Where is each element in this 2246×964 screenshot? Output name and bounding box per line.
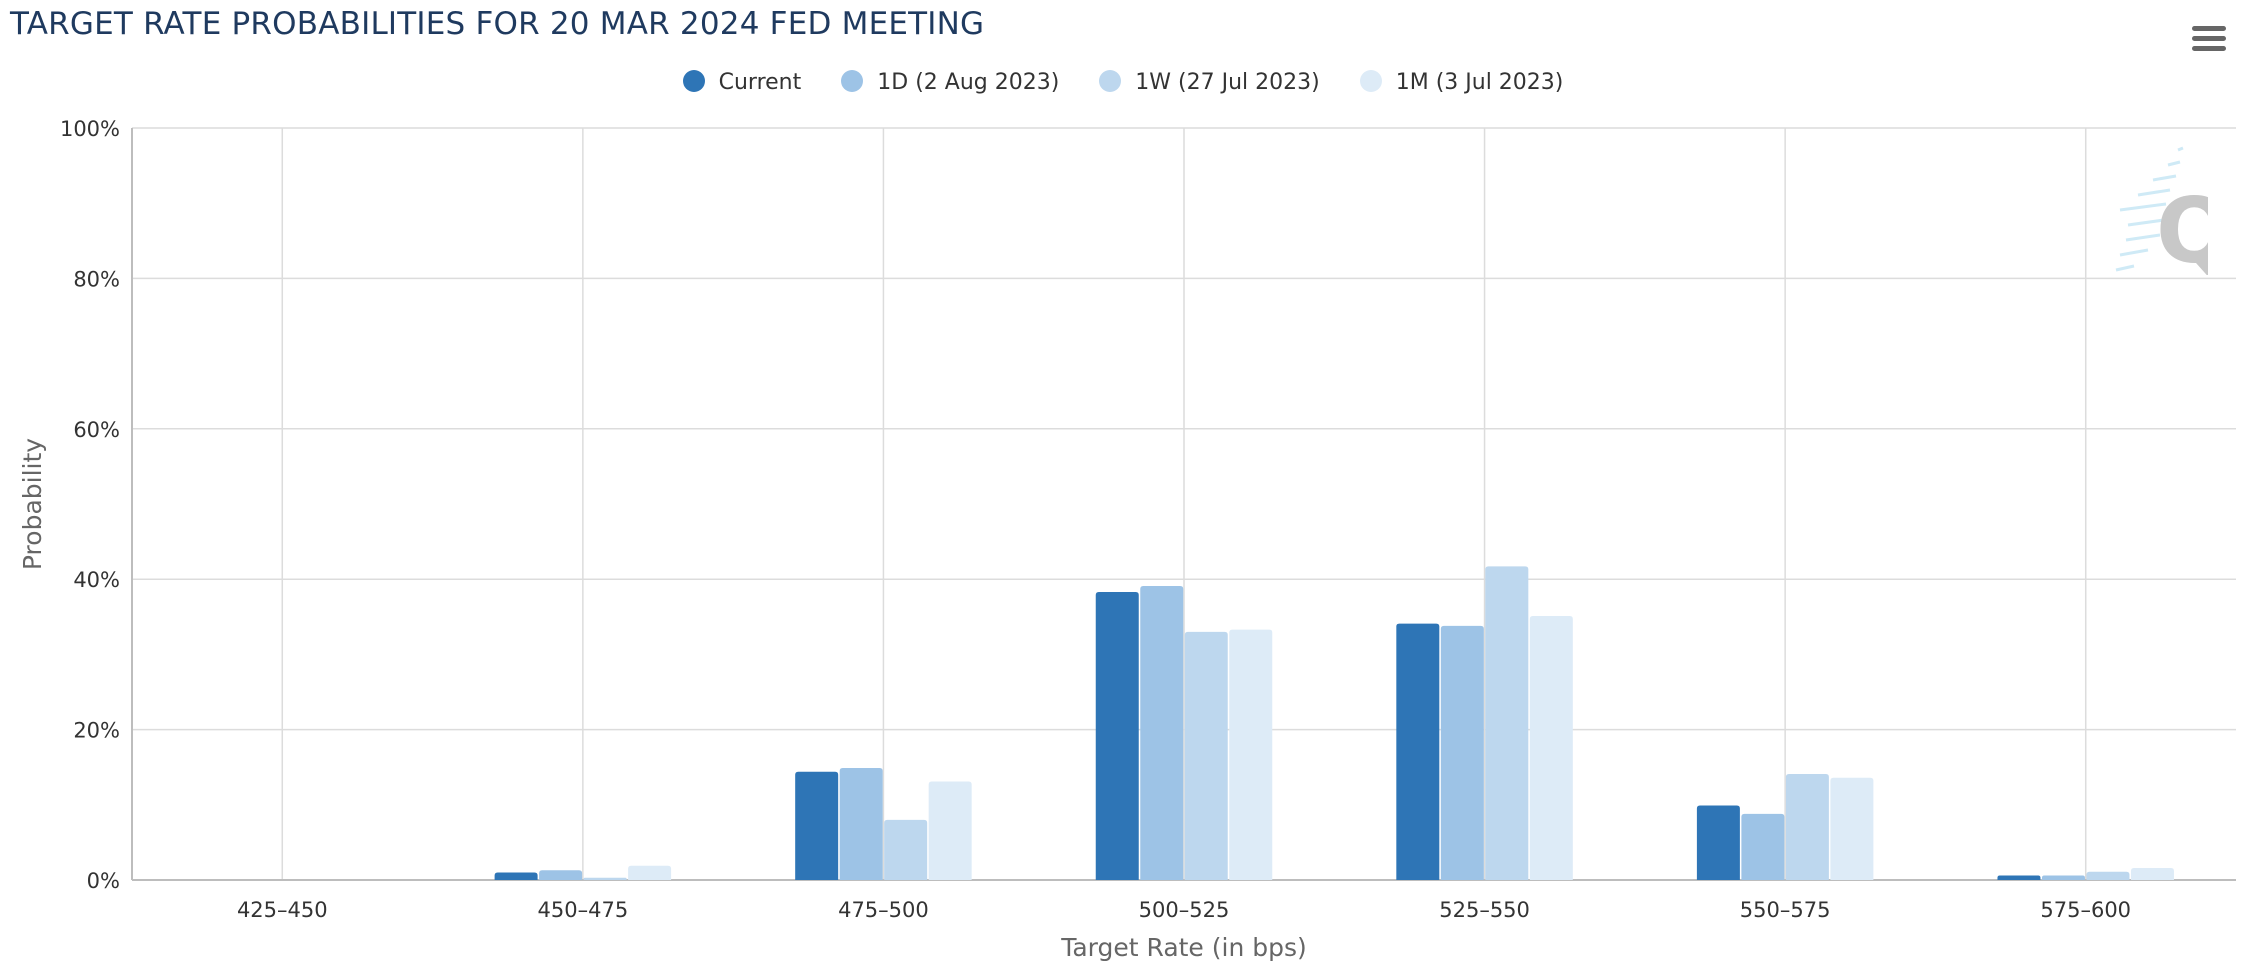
bar-3-4 bbox=[1184, 631, 1228, 880]
legend-label: Current bbox=[718, 70, 802, 95]
legend-label: 1W (27 Jul 2023) bbox=[1135, 70, 1320, 95]
chart-title: TARGET RATE PROBABILITIES FOR 20 MAR 202… bbox=[10, 6, 985, 42]
legend-label: 1M (3 Jul 2023) bbox=[1395, 70, 1564, 95]
legend-marker bbox=[841, 70, 864, 92]
x-tick-label: 450–475 bbox=[538, 898, 629, 922]
y-tick-label: 40% bbox=[73, 568, 120, 592]
bar-4-4 bbox=[1229, 629, 1273, 880]
bar-4-6 bbox=[1830, 777, 1874, 880]
bar-1-6 bbox=[1696, 805, 1740, 880]
bar-2-6 bbox=[1741, 813, 1785, 880]
bar-4-5 bbox=[1529, 616, 1573, 880]
legend: Current 1D (2 Aug 2023) 1W (27 Jul 2023) 1M… bbox=[0, 70, 2246, 95]
bar-1-7 bbox=[1997, 875, 2041, 880]
x-tick-label: 425–450 bbox=[237, 898, 328, 922]
hamburger-menu-icon[interactable] bbox=[2192, 26, 2226, 56]
y-tick-label: 100% bbox=[60, 117, 120, 141]
y-tick-label: 80% bbox=[73, 267, 120, 291]
q-logo-icon: Q bbox=[2115, 146, 2208, 284]
bar-3-5 bbox=[1485, 566, 1529, 880]
bar-1-3 bbox=[795, 771, 839, 880]
x-tick-label: 575–600 bbox=[2040, 898, 2131, 922]
y-tick-label: 20% bbox=[73, 719, 120, 743]
bar-4-2 bbox=[628, 865, 672, 880]
legend-marker bbox=[682, 70, 705, 92]
bar-3-3 bbox=[884, 819, 928, 880]
bar-2-4 bbox=[1140, 585, 1184, 880]
bar-4-7 bbox=[2130, 867, 2174, 880]
legend-marker bbox=[1099, 70, 1122, 92]
legend-marker bbox=[1359, 70, 1382, 92]
legend-label: 1D (2 Aug 2023) bbox=[877, 70, 1060, 95]
y-axis-title: Probability bbox=[18, 438, 47, 570]
x-tick-label: 500–525 bbox=[1139, 898, 1230, 922]
legend-item[interactable]: 1W (27 Jul 2023) bbox=[1099, 70, 1320, 95]
bar-1-4 bbox=[1095, 591, 1139, 880]
bar-3-7 bbox=[2086, 871, 2130, 880]
bar-3-6 bbox=[1785, 773, 1829, 880]
x-tick-label: 550–575 bbox=[1740, 898, 1831, 922]
legend-item[interactable]: 1D (2 Aug 2023) bbox=[841, 70, 1059, 95]
bar-3-2 bbox=[583, 877, 627, 880]
x-tick-label: 475–500 bbox=[838, 898, 929, 922]
bar-1-5 bbox=[1396, 623, 1440, 880]
y-tick-label: 60% bbox=[73, 418, 120, 442]
bar-2-5 bbox=[1440, 625, 1484, 880]
bar-4-3 bbox=[928, 781, 972, 880]
bar-1-2 bbox=[494, 872, 538, 880]
x-tick-label: 525–550 bbox=[1439, 898, 1530, 922]
x-axis-title: Target Rate (in bps) bbox=[1060, 933, 1307, 962]
bar-2-3 bbox=[839, 767, 883, 880]
bar-2-2 bbox=[539, 870, 583, 880]
svg-text:Q: Q bbox=[2156, 179, 2208, 284]
legend-item[interactable]: Current bbox=[682, 70, 802, 95]
y-tick-label: 0% bbox=[87, 869, 120, 893]
legend-item[interactable]: 1M (3 Jul 2023) bbox=[1359, 70, 1564, 95]
bar-2-7 bbox=[2041, 875, 2085, 880]
